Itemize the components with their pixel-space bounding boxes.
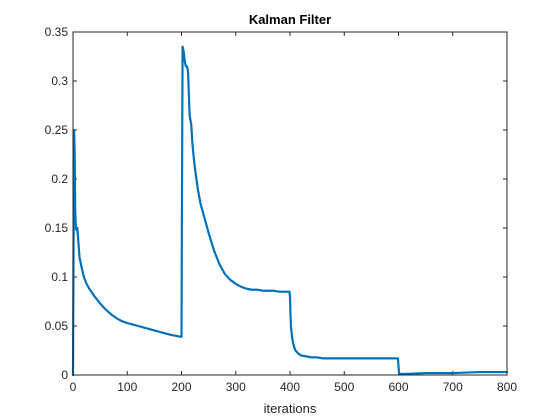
x-tick-label: 700 — [443, 380, 463, 394]
y-tick-label: 0 — [61, 368, 68, 382]
x-tick-label: 800 — [497, 380, 517, 394]
x-axis-label: iterations — [264, 401, 317, 416]
x-tick-label: 300 — [226, 380, 246, 394]
y-tick-label: 0.05 — [45, 319, 69, 333]
y-tick-label: 0.15 — [45, 221, 69, 235]
y-tick-label: 0.3 — [51, 74, 68, 88]
x-tick-label: 0 — [70, 380, 77, 394]
x-tick-label: 600 — [388, 380, 408, 394]
y-tick-label: 0.2 — [51, 172, 68, 186]
x-tick-label: 100 — [117, 380, 137, 394]
chart-title: Kalman Filter — [249, 12, 331, 27]
x-tick-label: 400 — [280, 380, 300, 394]
x-tick-label: 500 — [334, 380, 354, 394]
x-tick-label: 200 — [171, 380, 191, 394]
y-tick-label: 0.1 — [51, 270, 68, 284]
y-tick-label: 0.25 — [45, 123, 69, 137]
y-tick-label: 0.35 — [45, 25, 69, 39]
